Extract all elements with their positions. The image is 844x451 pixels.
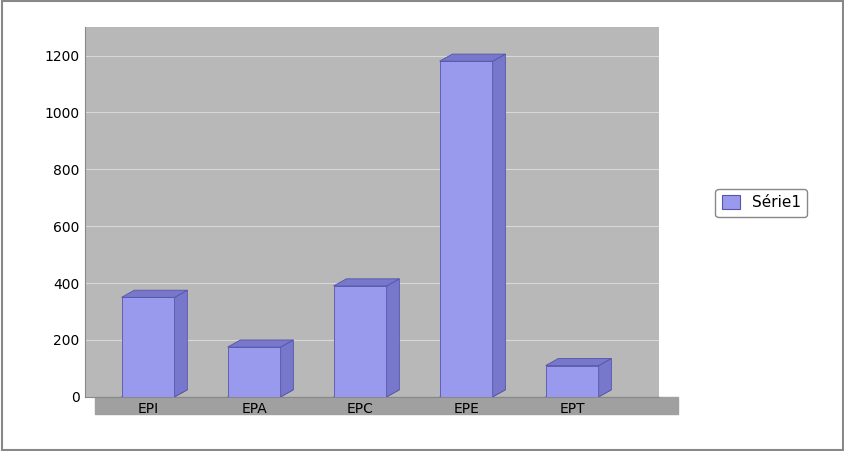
Polygon shape <box>387 279 399 397</box>
Polygon shape <box>333 390 399 397</box>
Polygon shape <box>333 279 399 286</box>
Polygon shape <box>439 54 505 61</box>
Polygon shape <box>175 290 187 397</box>
Bar <box>122 297 175 397</box>
Polygon shape <box>227 390 293 397</box>
Polygon shape <box>122 390 187 397</box>
Bar <box>545 366 598 397</box>
Polygon shape <box>598 359 611 397</box>
Polygon shape <box>545 390 611 397</box>
Bar <box>227 347 280 397</box>
Polygon shape <box>227 340 293 347</box>
Polygon shape <box>545 359 611 366</box>
Bar <box>95 397 678 414</box>
Polygon shape <box>492 54 505 397</box>
Polygon shape <box>439 390 505 397</box>
Bar <box>439 61 492 397</box>
Polygon shape <box>280 340 293 397</box>
Bar <box>333 286 387 397</box>
Polygon shape <box>122 290 187 297</box>
Legend: Série1: Série1 <box>715 189 806 216</box>
